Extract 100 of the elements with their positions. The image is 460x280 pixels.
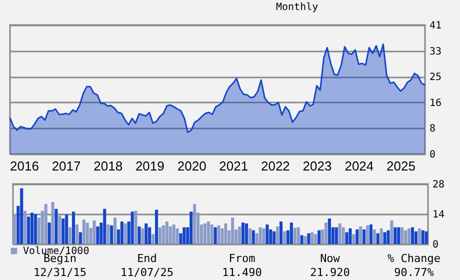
y-tick-label: 0: [432, 240, 439, 250]
bar: [244, 223, 248, 244]
x-tick-label: 2025: [386, 158, 416, 174]
y-tick-label: 0: [430, 150, 436, 160]
bar: [138, 226, 141, 244]
bar: [172, 224, 176, 244]
bar: [414, 231, 418, 244]
bar: [296, 227, 300, 244]
bar: [372, 229, 376, 244]
x-tick-label: 2022: [260, 158, 290, 174]
bar: [154, 210, 158, 244]
bar: [276, 226, 280, 244]
bar: [293, 228, 296, 244]
bar: [75, 224, 78, 244]
bar: [134, 210, 138, 244]
bar: [258, 227, 262, 244]
bar: [366, 225, 370, 244]
bar: [158, 227, 162, 244]
bar: [410, 227, 414, 244]
text: From: [228, 252, 256, 265]
bar: [362, 229, 366, 244]
bar: [280, 222, 283, 244]
bar: [334, 227, 338, 244]
y-tick-label: 33: [430, 46, 442, 58]
bar: [397, 227, 400, 244]
text: % Change: [386, 252, 442, 265]
text: 21.920: [309, 266, 351, 279]
bar: [390, 220, 394, 244]
bar: [51, 202, 54, 244]
bar: [20, 188, 24, 244]
bar: [400, 227, 404, 244]
bar: [144, 223, 148, 244]
bar: [328, 218, 331, 244]
text: 12/31/15: [32, 266, 88, 279]
bar: [421, 230, 424, 244]
bar: [342, 227, 345, 244]
x-tick-label: 2016: [10, 158, 39, 174]
y-tick-label: 41: [430, 20, 442, 32]
bar: [304, 236, 307, 244]
bar: [307, 233, 310, 244]
bar: [190, 212, 193, 244]
bar: [124, 223, 127, 244]
chart-subtitle: Monthly: [276, 2, 318, 14]
bar: [82, 220, 86, 244]
bar: [152, 234, 155, 244]
bar: [176, 228, 179, 244]
bar: [193, 204, 196, 244]
bar: [231, 218, 234, 244]
y-tick-label: 16: [430, 98, 442, 109]
y-tick-label: 25: [430, 72, 442, 84]
bar: [356, 229, 359, 244]
bar: [252, 230, 255, 244]
bar: [238, 226, 242, 244]
bar: [106, 224, 110, 244]
bar: [272, 231, 276, 244]
bar: [120, 222, 124, 244]
y-tick-label: 14: [432, 210, 445, 220]
bar: [27, 216, 30, 244]
bar: [383, 232, 386, 244]
bar: [44, 204, 48, 244]
bar: [310, 232, 314, 244]
bar: [386, 230, 390, 244]
bar: [78, 232, 82, 244]
bar: [30, 212, 34, 244]
bar: [345, 232, 348, 244]
bar: [48, 222, 51, 244]
bar: [68, 227, 72, 244]
x-tick-label: 2024: [344, 158, 374, 174]
bar: [214, 227, 217, 244]
y-tick-label: 8: [430, 124, 436, 135]
text: 11/07/25: [120, 266, 174, 279]
bar: [130, 212, 134, 244]
bar: [290, 222, 293, 244]
bar: [72, 212, 76, 244]
bar: [369, 224, 372, 244]
bar: [359, 226, 362, 244]
bar: [282, 231, 286, 244]
bar: [318, 230, 321, 244]
bar: [24, 210, 27, 244]
bar: [262, 228, 266, 244]
bar: [13, 214, 16, 244]
bar: [300, 235, 304, 244]
bar: [58, 216, 62, 244]
bar: [224, 223, 228, 244]
bar: [92, 220, 96, 244]
x-tick-label: 2023: [302, 158, 332, 174]
bar: [86, 222, 89, 244]
bar: [148, 227, 152, 244]
bar: [418, 228, 421, 244]
bar: [162, 225, 165, 244]
text: 90.77%: [393, 266, 435, 279]
bar: [248, 228, 252, 244]
bar: [314, 234, 318, 244]
x-tick-label: 2019: [135, 158, 164, 174]
bar: [96, 226, 100, 244]
bar: [394, 227, 397, 244]
bar: [65, 214, 68, 244]
bar: [324, 222, 328, 244]
bar: [348, 228, 352, 244]
text: 11.490: [221, 266, 263, 279]
